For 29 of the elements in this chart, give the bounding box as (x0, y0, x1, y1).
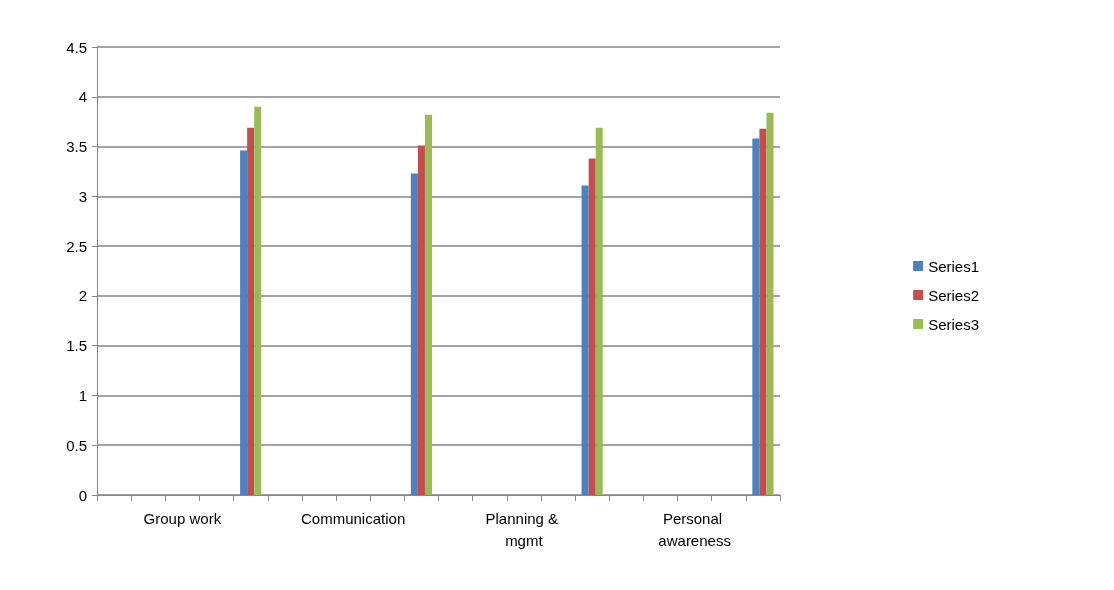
bar (752, 138, 760, 495)
y-tick-label: 1.5 (66, 337, 87, 355)
y-tick-label: 2.5 (66, 237, 87, 255)
bar (247, 127, 255, 495)
bar (588, 158, 596, 495)
bar (766, 112, 774, 495)
y-tick-label: 3 (78, 187, 87, 205)
y-tick-label: 4.5 (66, 38, 87, 56)
x-tick-label: Communication (301, 509, 406, 527)
x-tick-label: Group work (143, 509, 222, 527)
bar (595, 127, 603, 495)
y-tick-label: 2 (78, 287, 87, 305)
legend-label: Series1 (928, 257, 979, 275)
bar (417, 145, 425, 495)
bar (424, 114, 433, 495)
bar (410, 173, 418, 495)
legend-label: Series2 (928, 286, 979, 304)
x-tick-label: Planning & mgmt (485, 509, 563, 549)
bar (581, 185, 589, 495)
legend-label: Series3 (928, 315, 979, 333)
y-tick-label: 0 (78, 486, 87, 504)
bar (254, 106, 262, 495)
x-tick-label: Personal awareness (658, 509, 731, 549)
y-tick-label: 4 (78, 88, 87, 106)
y-tick-label: 1 (78, 386, 87, 404)
bar (759, 128, 767, 495)
y-tick-label: 0.5 (66, 436, 87, 454)
bar (240, 150, 248, 495)
y-tick-label: 3.5 (66, 138, 87, 156)
